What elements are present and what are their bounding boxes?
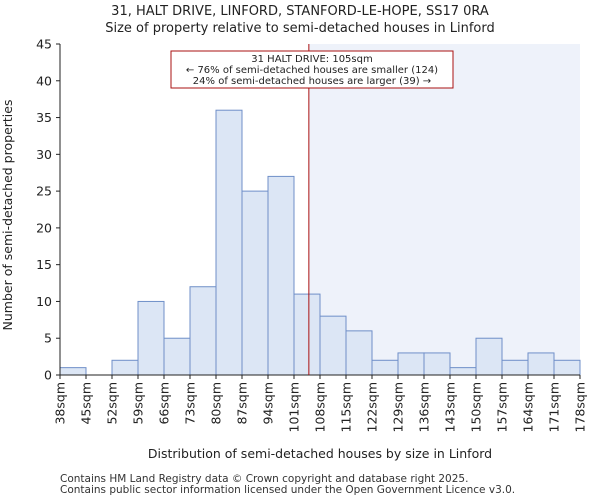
histogram-bar	[423, 352, 451, 376]
footer-licence: Contains public sector information licen…	[60, 484, 516, 496]
histogram-bar	[59, 367, 87, 376]
x-tick-label: 66sqm	[157, 382, 172, 425]
annotation-line2: ← 76% of semi-detached houses are smalle…	[186, 65, 438, 76]
histogram-bar	[163, 337, 191, 376]
histogram-bar	[501, 359, 529, 376]
histogram-bar	[293, 293, 321, 376]
x-tick-label: 150sqm	[469, 382, 484, 432]
histogram-bar	[527, 352, 555, 376]
x-tick-label: 87sqm	[235, 382, 250, 425]
x-tick-label: 80sqm	[209, 382, 224, 425]
y-tick-label: 10	[36, 294, 52, 309]
x-tick-label: 143sqm	[443, 382, 458, 432]
annotation-line1: 31 HALT DRIVE: 105sqm	[251, 54, 372, 65]
y-axis-label: Number of semi-detached properties	[0, 100, 15, 331]
y-tick-label: 20	[36, 220, 52, 235]
chart-title: 31, HALT DRIVE, LINFORD, STANFORD-LE-HOP…	[111, 4, 489, 19]
x-tick-label: 108sqm	[313, 382, 328, 432]
histogram-bar	[449, 367, 477, 376]
x-tick-label: 94sqm	[261, 382, 276, 425]
histogram-bar	[189, 286, 217, 376]
x-tick-label: 101sqm	[287, 382, 302, 432]
chart-subtitle: Size of property relative to semi-detach…	[105, 21, 495, 36]
y-tick-label: 35	[36, 110, 52, 125]
histogram-bar	[371, 359, 399, 376]
x-tick-label: 157sqm	[495, 382, 510, 432]
histogram-bar	[137, 300, 165, 376]
footer-copyright: Contains HM Land Registry data © Crown c…	[60, 473, 469, 485]
x-tick-label: 136sqm	[417, 382, 432, 432]
histogram-bar	[241, 190, 269, 376]
y-tick-label: 0	[44, 368, 52, 383]
x-tick-label: 164sqm	[521, 382, 536, 432]
x-tick-label: 178sqm	[573, 382, 588, 432]
x-tick-label: 38sqm	[53, 382, 68, 425]
histogram-bar	[111, 359, 139, 376]
x-tick-label: 122sqm	[365, 382, 380, 432]
annotation-line3: 24% of semi-detached houses are larger (…	[193, 76, 431, 87]
x-tick-label: 73sqm	[183, 382, 198, 425]
histogram-bar	[397, 352, 425, 376]
y-tick-label: 45	[36, 37, 52, 52]
x-tick-label: 45sqm	[79, 382, 94, 425]
larger-region-shade	[308, 44, 580, 375]
histogram-bar	[319, 315, 347, 376]
x-tick-label: 171sqm	[547, 382, 562, 432]
x-tick-label: 52sqm	[105, 382, 120, 425]
histogram-bar	[267, 175, 295, 376]
x-tick-label: 115sqm	[339, 382, 354, 432]
annotation-box	[170, 50, 454, 89]
histogram-bar	[215, 109, 243, 376]
y-tick-label: 5	[44, 331, 52, 346]
histogram-bar	[475, 337, 503, 376]
histogram-bar	[345, 330, 373, 376]
y-tick-label: 15	[36, 257, 52, 272]
y-tick-label: 30	[36, 147, 52, 162]
x-tick-label: 59sqm	[131, 382, 146, 425]
x-tick-label: 129sqm	[391, 382, 406, 432]
x-axis-label: Distribution of semi-detached houses by …	[148, 446, 492, 461]
y-tick-label: 40	[36, 73, 52, 88]
histogram-bar	[553, 359, 581, 376]
y-tick-label: 25	[36, 184, 52, 199]
